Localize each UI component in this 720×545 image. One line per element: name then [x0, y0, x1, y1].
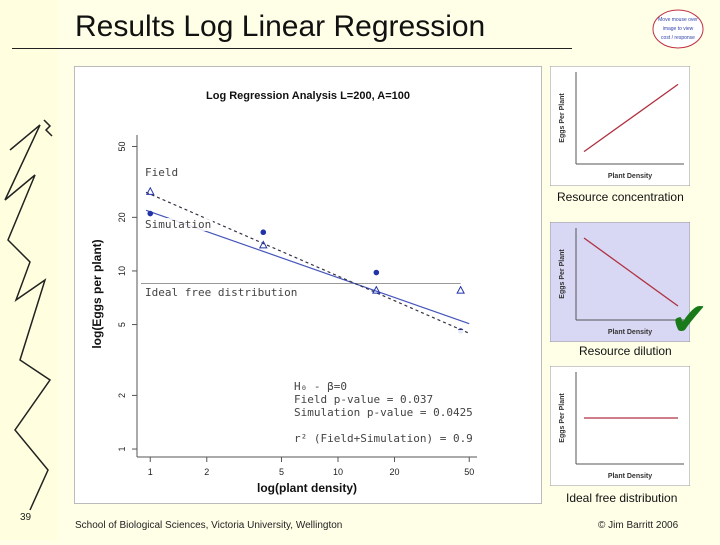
mini-chart-svg: Plant Density Eggs Per Plant	[549, 365, 691, 487]
mini-chart-svg: Plant Density Eggs Per Plant	[549, 221, 691, 343]
ideal-overlay-label: Ideal free distribution	[143, 286, 300, 299]
mini-x-label: Plant Density	[608, 329, 652, 336]
stat-line: Field p-value = 0.037	[294, 393, 434, 406]
university-logo: Move mouse over image to view cost / res…	[652, 9, 704, 49]
chart-title: Log Regression Analysis L=200, A=100	[206, 90, 410, 102]
footer-institution: School of Biological Sciences, Victoria …	[75, 520, 343, 531]
regression-chart: Log Regression Analysis L=200, A=100 1 2 5 1…	[90, 90, 477, 495]
stat-line: r² (Field+Simulation) = 0.9	[294, 432, 473, 445]
mini-chart-bg	[549, 221, 691, 343]
mini-y-label: Eggs Per Plant	[559, 393, 566, 443]
fit-line-simulation	[145, 191, 470, 334]
y-tick-label: 20	[117, 212, 127, 222]
mini-x-label: Plant Density	[608, 173, 652, 180]
caption-dilution: Resource dilution	[579, 344, 672, 358]
title-rule	[12, 48, 572, 49]
stat-line	[294, 419, 473, 432]
data-point-simulation	[456, 285, 465, 294]
footer-band	[60, 508, 720, 540]
data-point-simulation	[371, 285, 381, 294]
footer-copyright: © Jim Barritt 2006	[598, 520, 679, 531]
logo-line: cost / response	[661, 35, 695, 41]
caption-ideal: Ideal free distribution	[566, 491, 678, 505]
data-point-field	[260, 229, 267, 236]
x-tick-label: 1	[148, 467, 153, 477]
logo-line: image to view	[663, 26, 694, 32]
simulation-overlay-label: Simulation	[143, 218, 214, 231]
mini-chart-concentration: Plant Density Eggs Per Plant	[549, 65, 691, 187]
field-overlay-label: Field	[143, 166, 181, 179]
x-tick-label: 2	[204, 467, 209, 477]
slide-title: Results Log Linear Regression	[75, 10, 486, 43]
mini-x-label: Plant Density	[608, 473, 652, 480]
data-point-field	[373, 269, 380, 276]
mini-trend-line	[583, 237, 679, 307]
mini-chart-bg	[549, 365, 691, 487]
data-point-field	[147, 210, 154, 217]
y-tick-label: 1	[117, 447, 127, 452]
mini-trend-line	[583, 83, 679, 153]
mini-y-label: Eggs Per Plant	[559, 93, 566, 143]
mini-chart-svg: Plant Density Eggs Per Plant	[549, 65, 691, 187]
y-tick-label: 10	[117, 266, 127, 276]
decorative-doodle	[4, 119, 53, 511]
checkmark-icon: ✔	[670, 293, 709, 345]
mini-chart-ideal: Plant Density Eggs Per Plant	[549, 365, 691, 487]
y-tick-label: 2	[117, 393, 127, 398]
x-axis-label: log(plant density)	[257, 481, 357, 495]
x-tick-label: 50	[464, 467, 474, 477]
stat-line: Simulation p-value = 0.0425	[294, 406, 473, 419]
logo-line: Move mouse over	[658, 17, 698, 23]
stat-line: H₀ - β=0	[294, 380, 347, 393]
data-point-simulation	[145, 186, 155, 195]
caption-concentration: Resource concentration	[557, 190, 684, 204]
stats-box: H₀ - β=0 Field p-value = 0.037 Simulatio…	[292, 330, 473, 448]
x-tick-label: 10	[333, 467, 343, 477]
y-axis-label: log(Eggs per plant)	[90, 239, 104, 348]
x-tick-label: 20	[390, 467, 400, 477]
x-tick-label: 5	[279, 467, 284, 477]
y-tick-label: 5	[117, 322, 127, 327]
mini-chart-dilution: Plant Density Eggs Per Plant	[549, 221, 691, 343]
data-point-simulation	[258, 240, 268, 249]
left-margin-band	[0, 0, 58, 540]
mini-y-label: Eggs Per Plant	[559, 249, 566, 299]
y-tick-label: 50	[117, 141, 127, 151]
slide-number: 39	[20, 512, 32, 523]
